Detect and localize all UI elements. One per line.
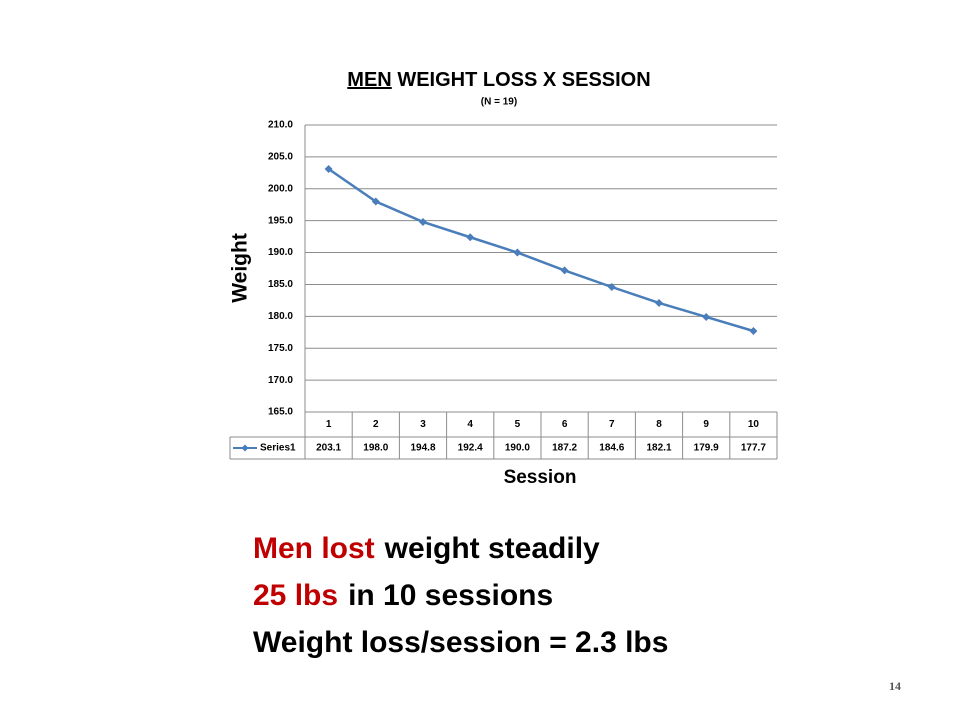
x-tick-label: 7	[609, 419, 615, 430]
marker	[607, 282, 616, 291]
data-table-value: 187.2	[552, 443, 577, 454]
legend-swatch-marker	[241, 444, 249, 452]
summary-line: Weight loss/session = 2.3 lbs	[253, 626, 668, 659]
x-tick-label: 5	[515, 419, 521, 430]
x-tick-label: 2	[373, 419, 379, 430]
x-tick-label: 3	[420, 419, 426, 430]
summary-line: 25 lbs in 10 sessions	[253, 579, 553, 612]
title-underlined: MEN	[347, 69, 391, 91]
title-rest: WEIGHT LOSS X SESSION	[397, 69, 650, 91]
y-tick-label: 180.0	[268, 311, 293, 322]
marker	[749, 327, 758, 336]
marker	[702, 312, 711, 321]
marker	[560, 266, 569, 275]
data-table-value: 203.1	[316, 443, 341, 454]
data-table-value: 192.4	[458, 443, 483, 454]
chart-subtitle: (N = 19)	[481, 97, 517, 108]
y-tick-label: 190.0	[268, 247, 293, 258]
series-line	[327, 167, 754, 333]
y-axis-label: Weight	[229, 233, 252, 303]
y-tick-label: 205.0	[268, 152, 293, 163]
legend-label: Series1	[260, 443, 296, 454]
x-tick-label: 10	[748, 419, 760, 430]
y-tick-label: 200.0	[268, 183, 293, 194]
y-tick-label: 185.0	[268, 279, 293, 290]
marker	[324, 165, 333, 174]
data-table-value: 184.6	[599, 443, 624, 454]
marker	[513, 248, 522, 257]
marker	[419, 217, 427, 226]
data-table-value: 190.0	[505, 443, 530, 454]
data-table-value: 198.0	[363, 443, 388, 454]
marker	[655, 298, 663, 307]
summary-segment: weight steadily	[384, 532, 600, 565]
summary-line: Men lost weight steadily	[253, 532, 600, 565]
marker	[371, 197, 380, 206]
page-number: 14	[889, 679, 901, 693]
y-tick-label: 210.0	[268, 120, 293, 131]
y-tick-label: 175.0	[268, 343, 293, 354]
y-tick-label: 195.0	[268, 215, 293, 226]
summary-segment: Weight loss/session = 2.3 lbs	[253, 626, 668, 659]
x-tick-label: 8	[656, 419, 662, 430]
summary-segment: Men lost	[253, 532, 375, 565]
data-table-value: 177.7	[741, 443, 766, 454]
data-table-value: 179.9	[694, 443, 719, 454]
x-tick-label: 6	[562, 419, 568, 430]
y-tick-label: 170.0	[268, 375, 293, 386]
chart-title: MEN WEIGHT LOSS X SESSION	[347, 69, 650, 91]
data-table-value: 182.1	[646, 443, 671, 454]
data-table-value: 194.8	[410, 443, 435, 454]
summary-segment: in 10 sessions	[348, 579, 553, 612]
y-tick-label: 165.0	[268, 407, 293, 418]
x-tick-label: 9	[703, 419, 709, 430]
x-axis-label: Session	[504, 467, 577, 488]
x-tick-label: 1	[326, 419, 332, 430]
x-tick-label: 4	[467, 419, 473, 430]
marker	[466, 233, 475, 242]
summary-segment: 25 lbs	[253, 579, 338, 612]
